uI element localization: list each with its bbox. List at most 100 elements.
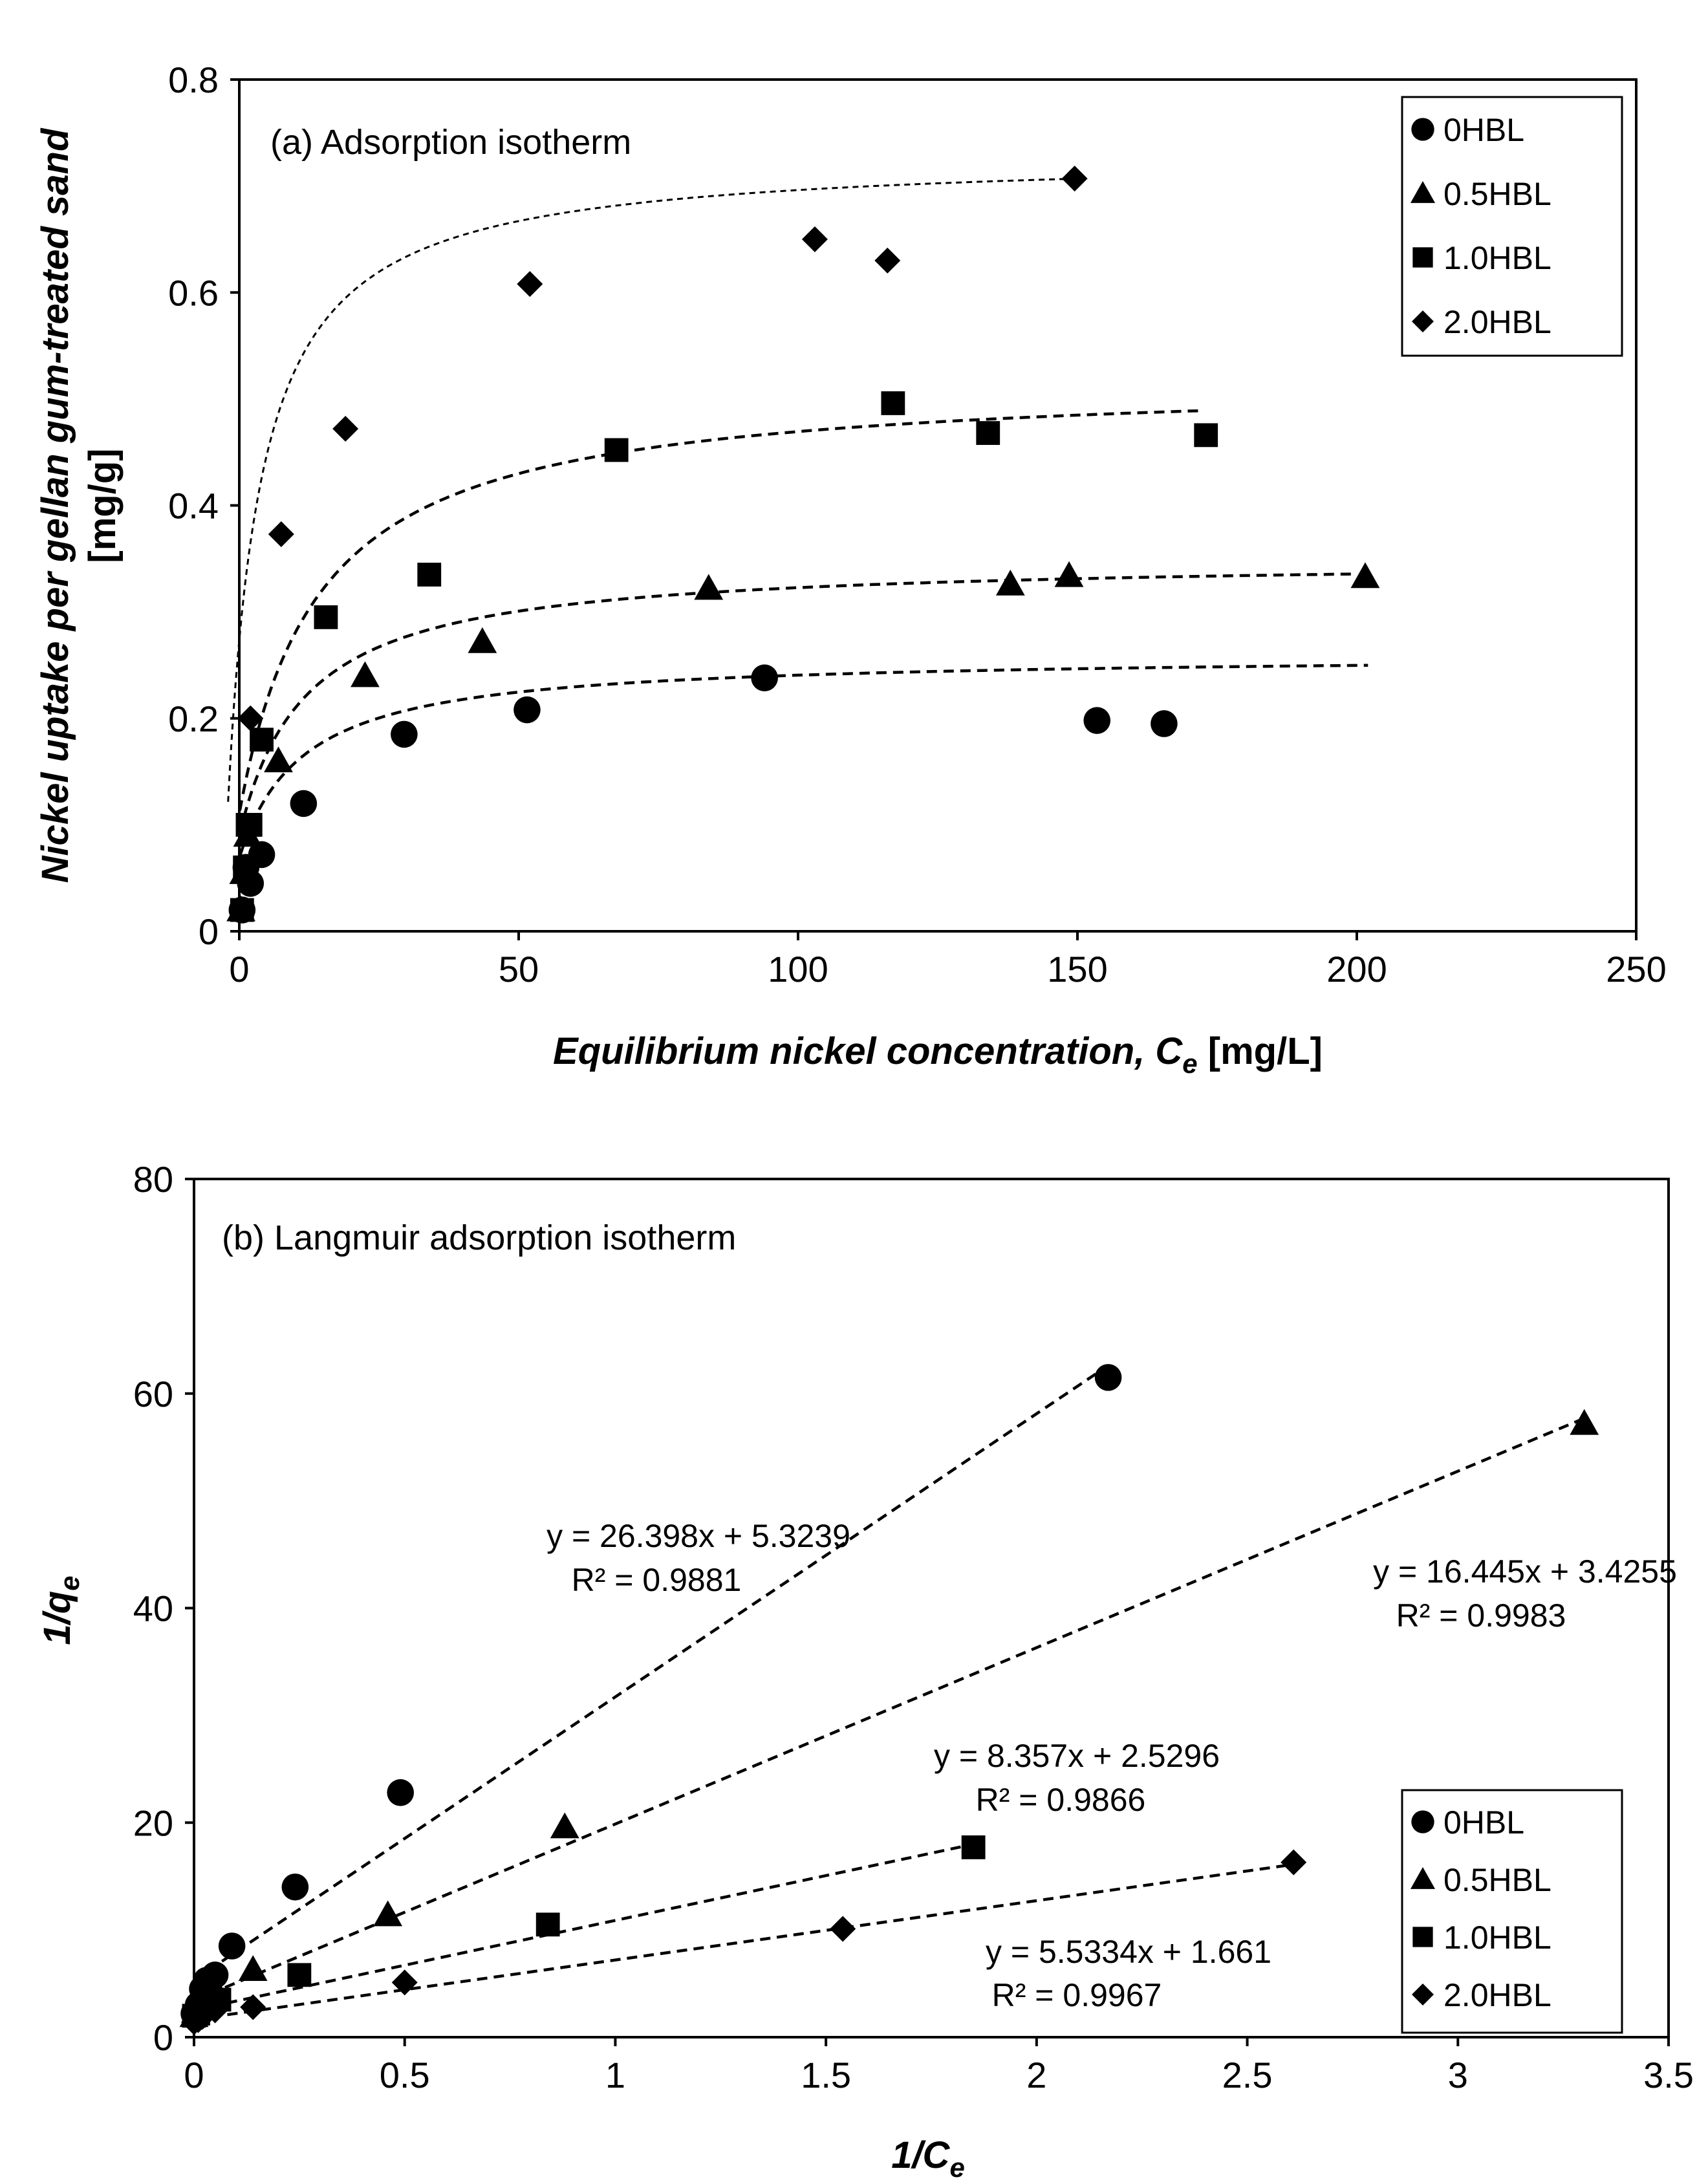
panel-b-legend-marker-20hbl xyxy=(1412,1984,1434,2006)
panel-a-y-tick-label: 0.8 xyxy=(168,59,219,100)
panel-b-x-tick-label: 3.5 xyxy=(1643,2055,1694,2095)
panel-b-legend-marker-05hbl xyxy=(1410,1866,1436,1889)
panel-b-legend-markers xyxy=(1410,1810,1436,2006)
panel-b-point-10hbl xyxy=(535,1912,560,1937)
panel-a-point-05hbl xyxy=(264,746,293,773)
panel-a-point-20hbl xyxy=(801,226,828,252)
panel-a-point-10hbl xyxy=(417,563,442,587)
equation-0hbl: y = 26.398x + 5.3239 xyxy=(546,1518,850,1554)
panel-b-legend: 0HBL 0.5HBL 1.0HBL 2.0HBL xyxy=(1401,1789,1623,2034)
r2-10hbl: R² = 0.9866 xyxy=(976,1782,1146,1818)
panel-a-y-axis-title-line1: Nickel uptake per gellan gum-treated san… xyxy=(34,127,76,883)
panel-a-ticks: 0 50 100 150 200 250 0 0.2 0.4 0.6 0.8 xyxy=(168,59,1667,989)
panel-a-point-05hbl xyxy=(694,574,724,600)
panel-b-data-points xyxy=(179,1364,1599,2035)
panel-b-x-tick-label: 1 xyxy=(605,2055,625,2095)
panel-a-point-10hbl xyxy=(881,391,905,415)
panel-a-point-20hbl xyxy=(237,705,264,731)
panel-a-point-10hbl xyxy=(238,812,263,837)
panel-a-legend-marker-0hbl xyxy=(1411,118,1434,141)
panel-b-x-tick-label: 0.5 xyxy=(380,2055,430,2095)
r2-0hbl: R² = 0.9881 xyxy=(572,1562,742,1598)
panel-b-legend-box xyxy=(1401,1789,1623,2034)
panel-b-x-tick-label: 1.5 xyxy=(801,2055,851,2095)
panel-a-y-tick-label: 0.6 xyxy=(168,272,219,313)
panel-a-point-05hbl xyxy=(468,627,497,653)
panel-b-point-10hbl xyxy=(287,1963,312,1987)
panel-b-fit-20hbl xyxy=(193,1863,1294,2021)
panel-b-x-tick-label: 2.5 xyxy=(1222,2055,1273,2095)
panel-b-langmuir-isotherm: 0 0.5 1 1.5 2 2.5 3 3.5 0 20 40 60 80 (b) Langmuir a… xyxy=(36,1159,1694,2183)
panel-a-adsorption-isotherm: 0 50 100 150 200 250 0 0.2 0.4 0.6 0.8 (a) Adsorpt… xyxy=(34,59,1667,1079)
panel-b-y-tick-label: 60 xyxy=(133,1374,173,1414)
panel-a-legend-marker-10hbl xyxy=(1412,247,1433,268)
panel-b-point-0hbl xyxy=(387,1779,414,1806)
r2-05hbl: R² = 0.9983 xyxy=(1396,1597,1566,1634)
panel-a-x-tick-label: 50 xyxy=(499,949,539,989)
panel-a-y-tick-label: 0.4 xyxy=(168,486,219,526)
r2-20hbl: R² = 0.9967 xyxy=(992,1977,1162,2013)
panel-b-point-0hbl xyxy=(218,1932,246,1960)
panel-a-fit-05hbl xyxy=(238,572,1357,834)
panel-a-point-05hbl xyxy=(1054,561,1084,587)
panel-a-point-10hbl xyxy=(233,855,257,880)
panel-a-legend-label-10hbl: 1.0HBL xyxy=(1443,240,1551,276)
panel-a-fit-20hbl xyxy=(227,177,1075,802)
panel-a-legend-marker-05hbl xyxy=(1410,180,1436,203)
panel-b-fit-0hbl xyxy=(193,1364,1109,1982)
panel-a-legend: 0HBL 0.5HBL 1.0HBL 2.0HBL xyxy=(1401,96,1623,357)
panel-b-equation-0hbl: y = 26.398x + 5.3239 R² = 0.9881 xyxy=(546,1518,850,1598)
panel-b-fit-lines xyxy=(193,1364,1585,2021)
panel-b-point-20hbl xyxy=(240,1994,266,2020)
panel-b-point-20hbl xyxy=(1281,1849,1307,1876)
panel-b-x-tick-label: 2 xyxy=(1026,2055,1046,2095)
panel-b-y-tick-label: 20 xyxy=(133,1802,173,1843)
panel-a-point-10hbl xyxy=(314,605,338,629)
panel-b-y-tick-label: 0 xyxy=(153,2017,173,2058)
panel-b-fit-10hbl xyxy=(193,1843,974,2012)
panel-a-legend-label-20hbl: 2.0HBL xyxy=(1443,304,1551,340)
panel-b-ticks: 0 0.5 1 1.5 2 2.5 3 3.5 0 20 40 60 80 xyxy=(133,1159,1694,2095)
panel-a-point-0hbl xyxy=(391,720,418,748)
panel-a-point-05hbl xyxy=(351,661,380,687)
panel-a-point-10hbl xyxy=(976,421,1000,445)
panel-b-y-axis-title: 1/qe xyxy=(36,1575,85,1645)
panel-a-data-points xyxy=(226,166,1380,924)
panel-a-y-tick-label: 0.2 xyxy=(168,698,219,739)
equation-05hbl: y = 16.445x + 3.4255 xyxy=(1373,1553,1677,1590)
panel-b-legend-marker-0hbl xyxy=(1411,1810,1434,1833)
panel-a-point-10hbl xyxy=(230,898,254,922)
panel-b-legend-label-05hbl: 0.5HBL xyxy=(1443,1862,1551,1898)
equation-10hbl: y = 8.357x + 2.5296 xyxy=(934,1738,1220,1774)
panel-b-point-0hbl xyxy=(1094,1364,1122,1391)
panel-a-x-tick-label: 0 xyxy=(229,949,249,989)
panel-a-legend-label-05hbl: 0.5HBL xyxy=(1443,176,1551,212)
panel-a-title: (a) Adsorption isotherm xyxy=(270,123,631,162)
equation-20hbl: y = 5.5334x + 1.661 xyxy=(986,1934,1271,1970)
panel-a-point-0hbl xyxy=(513,696,541,724)
panel-b-point-05hbl xyxy=(1570,1409,1599,1435)
panel-a-x-axis-title: Equilibrium nickel concentration, Ce [mg… xyxy=(553,1030,1323,1079)
panel-a-point-0hbl xyxy=(751,664,778,691)
panel-b-point-05hbl xyxy=(238,1955,268,1981)
panel-b-point-20hbl xyxy=(202,1997,228,2024)
panel-b-point-0hbl xyxy=(281,1873,309,1901)
panel-a-x-tick-label: 200 xyxy=(1326,949,1387,989)
panel-a-point-05hbl xyxy=(995,569,1025,596)
panel-a-point-20hbl xyxy=(1061,166,1088,192)
panel-b-legend-label-20hbl: 2.0HBL xyxy=(1443,1977,1551,2013)
panel-a-x-tick-label: 250 xyxy=(1606,949,1666,989)
panel-a-legend-marker-20hbl xyxy=(1412,310,1434,332)
panel-a-point-0hbl xyxy=(1083,707,1111,734)
panel-a-point-0hbl xyxy=(1151,710,1178,737)
panel-a-point-10hbl xyxy=(250,728,274,752)
panel-b-point-20hbl xyxy=(830,1916,856,1942)
panel-a-y-axis-title-line2: [mg/g] xyxy=(81,448,124,563)
panel-a-legend-markers xyxy=(1410,118,1436,332)
panel-b-legend-label-0hbl: 0HBL xyxy=(1443,1804,1524,1841)
panel-b-point-05hbl xyxy=(550,1812,579,1839)
panel-b-point-05hbl xyxy=(373,1900,403,1927)
panel-a-point-10hbl xyxy=(1194,423,1218,448)
panel-b-y-tick-label: 80 xyxy=(133,1159,173,1200)
